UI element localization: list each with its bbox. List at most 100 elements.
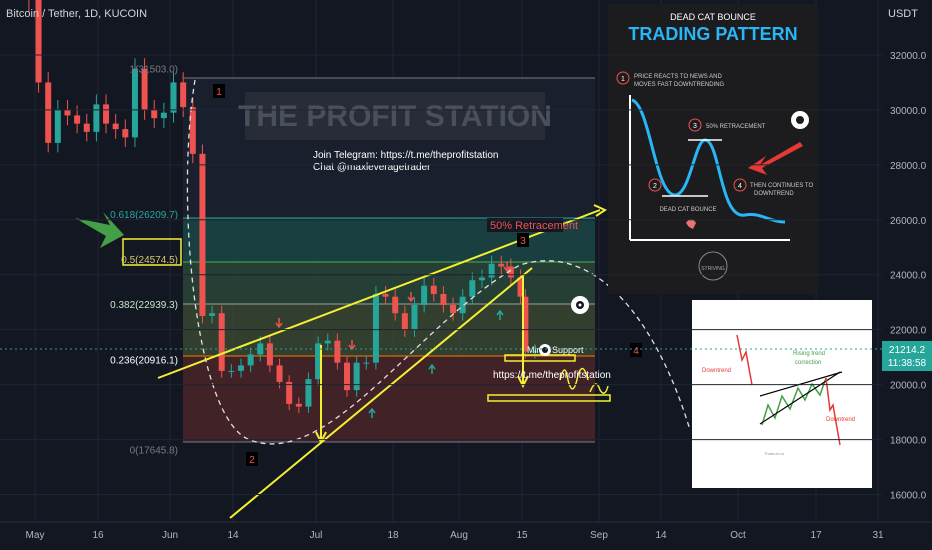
candle-body (237, 365, 244, 371)
candle-body (64, 109, 71, 116)
fib-level-label: 1(31503.0) (130, 65, 178, 76)
fib-level-label: 0.5(24574.5) (121, 255, 178, 266)
candle-body (247, 354, 254, 366)
symbol-title[interactable]: Bitcoin / Tether, 1D, KUCOIN (6, 8, 147, 20)
candle-body (478, 277, 485, 281)
candle-body (401, 313, 408, 330)
time-tick-label: May (26, 530, 45, 541)
candle-body (421, 285, 428, 305)
candle-body (507, 266, 514, 278)
candle-body (189, 107, 196, 154)
candle-body (469, 280, 476, 297)
svg-text:STRIVING: STRIVING (701, 266, 725, 272)
svg-text:correction: correction (795, 360, 821, 366)
svg-text:DOWNTREND: DOWNTREND (754, 191, 794, 197)
candle-body (531, 351, 538, 353)
time-axis: May 16 Jun 14 Jul 18 Aug 15 Sep 14 Oct 17 31 (26, 530, 884, 541)
time-tick-label: 18 (387, 530, 399, 541)
candle-body (45, 82, 52, 143)
candle-body (344, 362, 351, 391)
candle-body (459, 296, 466, 314)
time-tick-label: 31 (872, 530, 884, 541)
candle-body (266, 343, 273, 366)
fib-zone-236 (183, 356, 595, 442)
green-pointer-arrow (75, 212, 124, 248)
candle-body (411, 304, 418, 330)
watermark-text: THE PROFIT STATION (238, 100, 552, 133)
candle-body (54, 109, 61, 143)
svg-text:MOVES FAST DOWNTRENDING: MOVES FAST DOWNTRENDING (634, 82, 725, 88)
candle-body (440, 293, 447, 305)
candle-body (286, 381, 293, 404)
candle-body (112, 123, 119, 130)
current-price-tag: 21214.2 11:38:58 (882, 341, 932, 371)
highlight-box-500 (122, 238, 182, 266)
support-box-upper (504, 354, 576, 362)
price-tick-label: 32000.0 (890, 51, 927, 62)
link-note: https://t.me/theprofitstation (493, 370, 611, 381)
svg-text:DEAD CAT BOUNCE: DEAD CAT BOUNCE (670, 12, 756, 22)
candle-body (295, 403, 302, 407)
candle-body (141, 68, 148, 110)
fib-level-label: 0(17645.8) (130, 445, 178, 456)
annotations-layer: 1(31503.0) 0.618(26209.7) 0.5(24574.5) 0.38… (110, 65, 178, 457)
candle-body (103, 104, 110, 124)
candle-body (160, 112, 167, 119)
candle-body (372, 293, 379, 363)
watermark-box (245, 92, 545, 140)
svg-text:21214.2: 21214.2 (889, 345, 926, 356)
telegram-note: Join Telegram: https://t.me/theprofitsta… (313, 150, 498, 161)
candle-body (83, 123, 90, 132)
candle-body (498, 263, 505, 267)
lower-trendline (229, 267, 533, 519)
svg-text:Forex.in.rs: Forex.in.rs (765, 451, 784, 456)
svg-text:DEAD CAT BOUNCE: DEAD CAT BOUNCE (659, 207, 716, 213)
candle-body (522, 296, 529, 352)
svg-text:1: 1 (216, 87, 222, 98)
svg-text:Downtrend: Downtrend (702, 368, 731, 374)
support-note: Minor Support (527, 345, 584, 355)
time-tick-label: 16 (92, 530, 104, 541)
time-tick-label: Sep (590, 530, 608, 541)
candle-body (218, 313, 225, 371)
projection-arrowheads (315, 375, 529, 445)
marker-4: 4 (630, 343, 642, 357)
marker-2: 2 (246, 452, 258, 466)
candle-body (392, 296, 399, 314)
candle-body (170, 82, 177, 113)
svg-text:4: 4 (738, 183, 742, 190)
eye-icon[interactable] (571, 296, 589, 314)
candle-body (131, 68, 138, 138)
svg-text:3: 3 (520, 236, 526, 247)
svg-text:1: 1 (621, 76, 625, 83)
candle-body (488, 263, 495, 278)
candle-body (74, 115, 81, 124)
fib-zone-500 (183, 262, 595, 304)
price-tick-label: 30000.0 (890, 106, 927, 117)
candle-body (93, 104, 100, 132)
rising-trend-inset: Downtrend Rising trend correction Downtr… (692, 300, 872, 488)
price-tick-label: 26000.0 (890, 216, 927, 227)
time-tick-label: 15 (516, 530, 528, 541)
candle-body (450, 304, 457, 314)
time-tick-label: Oct (730, 530, 746, 541)
time-tick-label: 14 (227, 530, 239, 541)
candle-body (517, 277, 524, 297)
price-tick-label: 16000.0 (890, 491, 927, 502)
fib-level-label: 0.236(20916.1) (110, 355, 178, 366)
dead-cat-inset: DEAD CAT BOUNCE TRADING PATTERN 1 PRICE … (608, 4, 818, 294)
candle-body (315, 343, 322, 380)
candle-body (228, 370, 235, 372)
eye-icon[interactable] (539, 344, 551, 356)
time-tick-label: 17 (810, 530, 822, 541)
candle-body (324, 340, 331, 344)
fib-level-label: 0.382(22939.3) (110, 300, 178, 311)
candle-body (209, 313, 216, 316)
price-axis: 16000.0 18000.0 20000.0 22000.0 24000.0 26000… (0, 51, 927, 502)
candles-group (28, 0, 538, 413)
price-tick-label: 22000.0 (890, 326, 927, 337)
candle-body (363, 362, 370, 364)
candle-body (430, 285, 437, 294)
retracement-label: 50% Retracement (490, 220, 578, 232)
candle-body (334, 340, 341, 363)
